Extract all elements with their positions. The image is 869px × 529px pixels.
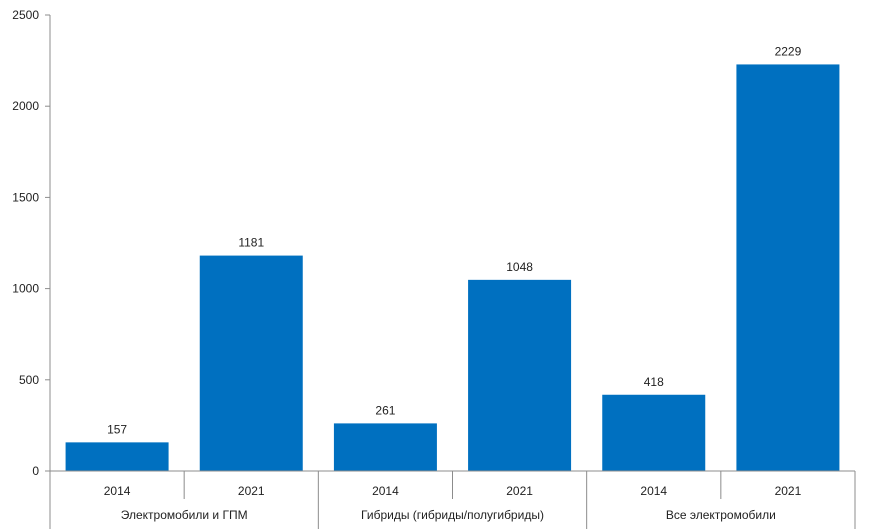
bar-value-label: 261 xyxy=(375,403,395,417)
y-axis: 0 500 1000 1500 2000 2500 xyxy=(12,8,51,478)
x-year-label: 2014 xyxy=(372,484,399,498)
y-tick-label: 2500 xyxy=(12,8,39,22)
bars: 157 1181 261 1048 418 2229 xyxy=(65,44,840,472)
y-tick-label: 0 xyxy=(32,464,39,478)
x-year-label: 2014 xyxy=(104,484,131,498)
x-year-label: 2014 xyxy=(640,484,667,498)
y-tick-label: 1000 xyxy=(12,282,39,296)
bar xyxy=(65,442,169,471)
bar-value-label: 2229 xyxy=(775,44,802,58)
x-group-label: Электромобили и ГПМ xyxy=(121,508,248,522)
x-group-label: Все электромобили xyxy=(666,508,776,522)
bar xyxy=(602,394,706,471)
x-year-label: 2021 xyxy=(506,484,533,498)
x-axis: 2014 2021 Электромобили и ГПМ 2014 2021 Гибри… xyxy=(49,470,856,529)
bar-value-label: 418 xyxy=(644,375,664,389)
x-group-label: Гибриды (гибриды/полугибриды) xyxy=(361,508,544,522)
bar xyxy=(468,279,572,471)
bar-value-label: 1181 xyxy=(238,236,264,250)
bar-value-label: 1048 xyxy=(506,260,533,274)
x-year-label: 2021 xyxy=(238,484,265,498)
bar xyxy=(736,64,840,472)
y-tick-label: 500 xyxy=(19,373,39,387)
y-tick-label: 2000 xyxy=(12,99,39,113)
y-tick-label: 1500 xyxy=(12,190,39,204)
bar xyxy=(333,423,437,471)
x-year-label: 2021 xyxy=(775,484,802,498)
bar xyxy=(199,255,303,471)
bar-value-label: 157 xyxy=(107,422,127,436)
